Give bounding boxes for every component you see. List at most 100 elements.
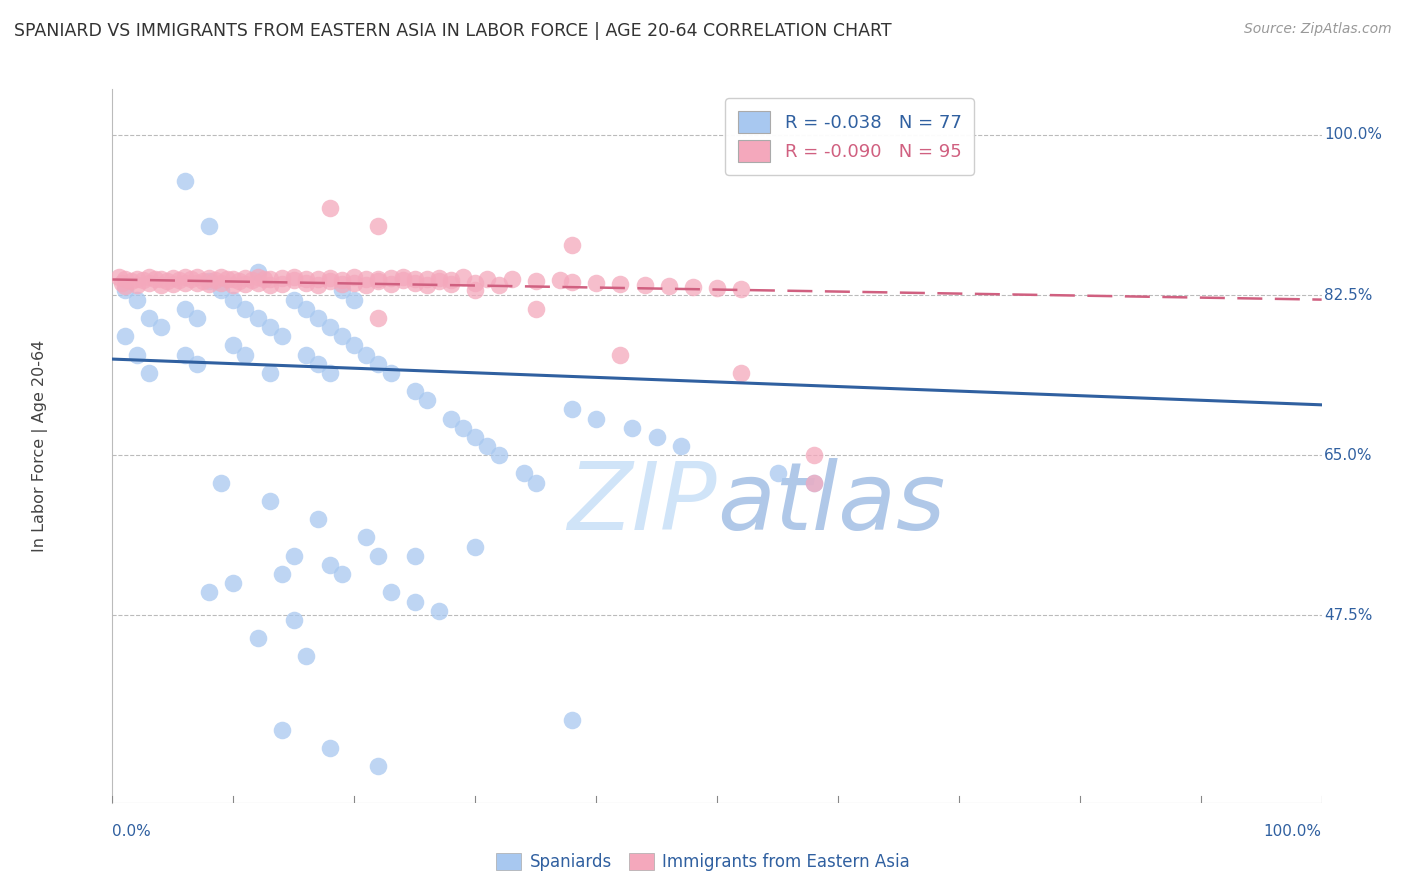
Point	[330, 277, 353, 291]
Legend: Spaniards, Immigrants from Eastern Asia: Spaniards, Immigrants from Eastern Asia	[488, 845, 918, 880]
Point	[204, 273, 226, 287]
Point	[222, 576, 245, 591]
Text: 82.5%: 82.5%	[1324, 287, 1372, 302]
Point	[609, 277, 631, 291]
Point	[524, 274, 547, 288]
Text: Source: ZipAtlas.com: Source: ZipAtlas.com	[1244, 22, 1392, 37]
Point	[330, 329, 353, 343]
Point	[235, 347, 257, 361]
Text: atlas: atlas	[717, 458, 945, 549]
Point	[319, 558, 342, 572]
Point	[138, 269, 160, 284]
Point	[246, 265, 269, 279]
Point	[669, 439, 692, 453]
Point	[270, 270, 292, 285]
Point	[524, 475, 547, 490]
Point	[270, 329, 292, 343]
Text: 65.0%: 65.0%	[1324, 448, 1372, 463]
Point	[174, 269, 197, 284]
Text: 100.0%: 100.0%	[1324, 128, 1382, 143]
Point	[138, 366, 160, 380]
Point	[283, 269, 305, 284]
Point	[107, 269, 129, 284]
Point	[235, 270, 257, 285]
Point	[186, 269, 208, 284]
Point	[235, 301, 257, 316]
Text: ZIP: ZIP	[568, 458, 717, 549]
Point	[330, 567, 353, 582]
Point	[259, 277, 281, 292]
Point	[524, 301, 547, 316]
Point	[114, 272, 136, 286]
Point	[283, 613, 305, 627]
Point	[356, 531, 378, 545]
Point	[343, 276, 366, 290]
Point	[132, 273, 155, 287]
Point	[464, 284, 486, 298]
Point	[270, 723, 292, 737]
Point	[228, 274, 250, 288]
Point	[149, 277, 172, 292]
Point	[440, 411, 463, 425]
Point	[319, 366, 342, 380]
Point	[319, 201, 342, 215]
Point	[330, 284, 353, 298]
Point	[621, 420, 644, 434]
Point	[270, 567, 292, 582]
Point	[343, 293, 366, 307]
Point	[561, 237, 583, 252]
Point	[367, 271, 389, 285]
Point	[259, 366, 281, 380]
Point	[191, 274, 214, 288]
Point	[149, 320, 172, 334]
Point	[416, 271, 439, 285]
Point	[766, 467, 789, 481]
Point	[440, 273, 463, 287]
Text: 100.0%: 100.0%	[1264, 824, 1322, 839]
Point	[356, 272, 378, 286]
Point	[246, 631, 269, 645]
Point	[404, 272, 426, 286]
Point	[343, 338, 366, 352]
Point	[464, 276, 486, 290]
Point	[174, 276, 197, 290]
Point	[222, 293, 245, 307]
Point	[198, 219, 221, 234]
Point	[380, 277, 402, 291]
Point	[404, 594, 426, 608]
Point	[380, 270, 402, 285]
Point	[156, 274, 179, 288]
Point	[209, 284, 232, 298]
Point	[283, 293, 305, 307]
Point	[501, 271, 523, 285]
Point	[706, 281, 728, 295]
Point	[125, 293, 148, 307]
Point	[427, 274, 450, 288]
Text: 47.5%: 47.5%	[1324, 607, 1372, 623]
Point	[367, 549, 389, 563]
Point	[270, 277, 292, 291]
Point	[307, 271, 329, 285]
Point	[477, 272, 499, 286]
Point	[198, 270, 221, 285]
Point	[367, 310, 389, 325]
Point	[307, 512, 329, 526]
Point	[149, 271, 172, 285]
Point	[222, 277, 245, 292]
Point	[198, 274, 221, 288]
Point	[174, 347, 197, 361]
Point	[198, 277, 221, 291]
Point	[114, 279, 136, 293]
Point	[367, 219, 389, 234]
Point	[125, 277, 148, 292]
Point	[259, 494, 281, 508]
Point	[488, 448, 510, 462]
Point	[307, 277, 329, 292]
Point	[803, 475, 825, 490]
Point	[246, 269, 269, 284]
Point	[585, 411, 607, 425]
Point	[180, 272, 202, 286]
Point	[477, 439, 499, 453]
Point	[356, 347, 378, 361]
Point	[404, 384, 426, 398]
